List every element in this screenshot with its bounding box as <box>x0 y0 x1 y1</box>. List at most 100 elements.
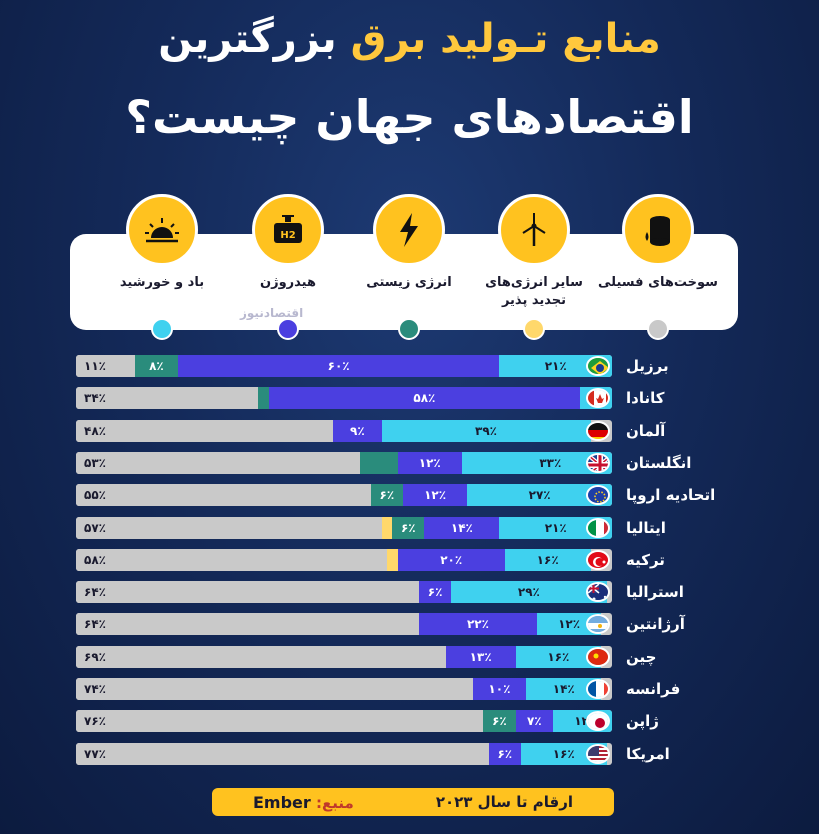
turkey-flag-icon <box>586 549 610 570</box>
bar-segment: ۴۸٪ <box>76 419 334 442</box>
title-rest: بزرگترین <box>158 16 337 62</box>
title-line-1: منابع تـولید برق بزرگترین <box>0 16 819 62</box>
bar-segment: ۳۴٪ <box>76 387 259 410</box>
footer-period: ارقام تا سال ۲۰۲۳ <box>435 793 573 811</box>
chart-row: ۵۵٪ ۶٪ ۱۲٪ ۲۷٪ اتحادیه اروپا <box>0 484 819 507</box>
bar-segment: ۱۶٪ <box>520 742 607 765</box>
bar-segment: ۶۴٪ <box>76 613 420 636</box>
chart-row: ۶۹٪ ۱۳٪ ۱۶٪ چین <box>0 645 819 668</box>
japan-flag-icon <box>586 711 610 732</box>
bar-segment: ۵۸٪ <box>76 548 387 571</box>
bar-track: ۵۷٪ ۶٪ ۱۴٪ ۲۱٪ <box>76 516 612 539</box>
bar-segment: ۵۸٪ <box>268 387 580 410</box>
chart-row: ۳۴٪ ۵۸٪ کانادا <box>0 387 819 410</box>
bar-segment: ۷۷٪ <box>76 742 489 765</box>
country-label: امریکا <box>626 744 670 763</box>
bar-segment: ۱۴٪ <box>424 516 500 539</box>
legend-label: سوخت‌های فسیلی <box>598 275 718 290</box>
legend-label: سایر انرژی‌های تجدید پذیر <box>485 275 583 308</box>
country-label: انگلستان <box>626 453 692 472</box>
footer-banner: ارقام تا سال ۲۰۲۳ منبع: Ember <box>212 788 614 816</box>
legend-item-bio: انرژی زیستی <box>349 194 469 340</box>
country-label: ایتالیا <box>626 518 666 537</box>
bar-segment: ۶٪ <box>392 516 425 539</box>
bar-track: ۳۴٪ ۵۸٪ <box>76 387 612 410</box>
china-flag-icon <box>586 646 610 667</box>
australia-flag-icon <box>586 582 610 603</box>
bar-segment: ۸٪ <box>134 355 178 377</box>
chart-row: ۱۱٪ ۸٪ ۶۰٪ ۲۱٪ برزیل <box>0 355 819 377</box>
bar-segment: ۷٪ <box>515 710 554 733</box>
bar-segment: ۲۷٪ <box>467 484 612 507</box>
bar-segment: ۷۴٪ <box>76 678 473 700</box>
bar-segment: ۱۶٪ <box>504 548 591 571</box>
bar-segment: ۶۰٪ <box>177 355 500 377</box>
bar-track: ۷۴٪ ۱۰٪ ۱۴٪ <box>76 678 612 700</box>
bar-segment: ۱۶٪ <box>515 645 602 668</box>
chart-row: ۷۴٪ ۱۰٪ ۱۴٪ فرانسه <box>0 678 819 700</box>
watermark: اقتصادنیوز <box>240 306 304 320</box>
bar-segment: ۵۵٪ <box>76 484 371 507</box>
bar-segment: ۱۲٪ <box>397 451 462 474</box>
bar-segment: ۱۲٪ <box>402 484 468 507</box>
country-label: آلمان <box>626 421 666 440</box>
bar-segment <box>386 548 398 571</box>
bar-track: ۵۸٪ ۲۰٪ ۱۶٪ <box>76 548 612 571</box>
legend-label: باد و خورشید <box>119 275 205 290</box>
chart-row: ۷۶٪ ۶٪ ۷٪ ۱۲٪ ژاپن <box>0 710 819 733</box>
italy-flag-icon <box>586 517 610 538</box>
usa-flag-icon <box>586 743 610 764</box>
legend-dot <box>151 318 173 340</box>
oil-barrel-icon <box>622 194 694 266</box>
bar-segment: ۶٪ <box>488 742 521 765</box>
legend-dot <box>523 318 545 340</box>
bar-track: ۵۳٪ ۱۲٪ ۳۳٪ <box>76 451 612 474</box>
bar-segment: ۳۳٪ <box>461 451 612 474</box>
bar-segment: ۱۴٪ <box>526 678 602 700</box>
sun-icon <box>126 194 198 266</box>
bar-segment: ۲۲٪ <box>419 613 537 636</box>
germany-flag-icon <box>586 420 610 441</box>
canada-flag-icon <box>586 388 610 409</box>
bar-segment: ۵۷٪ <box>76 516 382 539</box>
country-label: چین <box>626 647 657 666</box>
country-label: استرالیا <box>626 583 684 602</box>
country-label: آرژانتین <box>626 615 685 634</box>
bar-track: ۶۴٪ ۲۲٪ ۱۲٪ <box>76 613 612 636</box>
uk-flag-icon <box>586 452 610 473</box>
bar-track: ۶۹٪ ۱۳٪ ۱۶٪ <box>76 645 612 668</box>
bar-segment: ۲۱٪ <box>499 516 612 539</box>
argentina-flag-icon <box>586 614 610 635</box>
legend-item-other-renewables: سایر انرژی‌های تجدید پذیر <box>474 194 594 340</box>
title-line-2: اقتصادهای جهان چیست؟ <box>125 90 694 144</box>
legend-item-fossil: سوخت‌های فسیلی <box>598 194 718 340</box>
bar-segment: ۳۹٪ <box>381 419 591 442</box>
bar-track: ۷۷٪ ۶٪ ۱۶٪ <box>76 742 612 765</box>
country-label: ژاپن <box>626 712 659 731</box>
brazil-flag-icon <box>586 356 610 376</box>
bar-segment: ۲۰٪ <box>397 548 505 571</box>
bar-segment: ۱۱٪ <box>76 355 135 377</box>
bar-segment <box>360 451 398 474</box>
bar-segment: ۲۱٪ <box>499 355 612 377</box>
country-label: کانادا <box>626 389 665 408</box>
legend-dot <box>277 318 299 340</box>
chart-row: ۵۷٪ ۶٪ ۱۴٪ ۲۱٪ ایتالیا <box>0 516 819 539</box>
footer-source-label: منبع: <box>316 793 354 812</box>
legend-item-hydrogen: H2 هیدروژن <box>228 194 348 340</box>
bar-segment: ۹٪ <box>333 419 382 442</box>
bar-track: ۷۶٪ ۶٪ ۷٪ ۱۲٪ <box>76 710 612 733</box>
legend-label: هیدروژن <box>260 275 316 290</box>
eu-flag-icon <box>586 485 610 506</box>
chart-row: ۵۸٪ ۲۰٪ ۱۶٪ ترکیه <box>0 548 819 571</box>
bar-segment <box>258 387 269 410</box>
legend-dot <box>398 318 420 340</box>
bar-segment: ۶٪ <box>483 710 516 733</box>
bar-segment: ۱۲٪ <box>536 613 602 636</box>
bar-segment: ۶۴٪ <box>76 581 420 604</box>
hydrogen-tank-icon: H2 <box>252 194 324 266</box>
chart-row: ۶۴٪ ۶٪ ۲۹٪ استرالیا <box>0 581 819 604</box>
bar-segment: ۷۶٪ <box>76 710 484 733</box>
bar-track: ۱۱٪ ۸٪ ۶۰٪ ۲۱٪ <box>76 355 612 377</box>
bar-track: ۴۸٪ ۹٪ ۳۹٪ <box>76 419 612 442</box>
